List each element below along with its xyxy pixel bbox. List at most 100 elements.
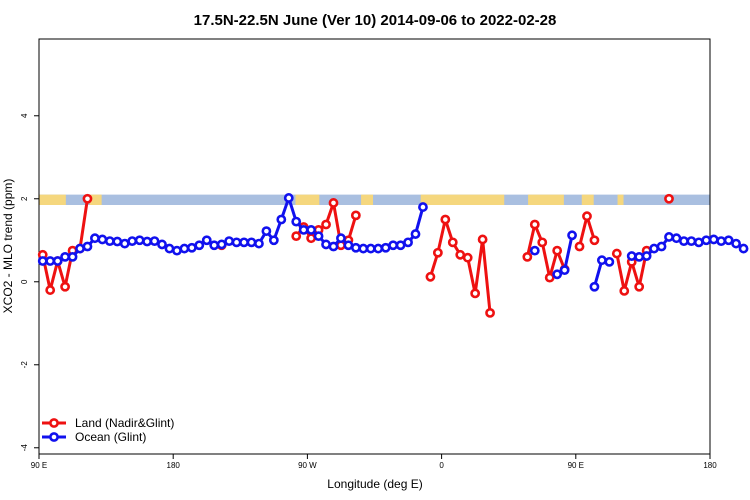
data-point [283,193,294,203]
data-point [462,252,473,263]
data-point [425,271,436,282]
plot-frame [38,38,711,455]
data-point [276,214,287,225]
data-point [358,243,369,254]
legend-label: Land (Nadir&Glint) [75,416,174,430]
data-point [365,243,376,254]
data-point [52,256,63,266]
ocean-band [39,194,710,205]
data-point [723,235,734,246]
land-segment [361,194,374,205]
data-point [172,245,182,256]
chart-title: 17.5N-22.5N June (Ver 10) 2014-09-06 to … [194,12,557,29]
y-tick-label: 2 [20,196,29,201]
y-tick-label: -4 [20,444,29,452]
data-point [738,243,749,254]
data-point [291,216,302,227]
data-point [418,202,428,212]
data-point [313,231,324,242]
data-point [596,255,607,266]
legend: Land (Nadir&Glint)Ocean (Glint) [42,416,174,444]
data-point [432,247,443,258]
data-point [97,234,108,245]
data-point [582,211,592,222]
series-ocean [37,193,749,292]
data-point [388,240,399,251]
data-point [529,245,540,256]
land-segment [528,194,564,205]
data-point [186,242,197,253]
data-point [701,235,712,246]
data-point [104,236,115,247]
data-point [336,233,346,244]
data-point [209,240,220,251]
data-point [380,242,391,253]
data-point [164,243,175,254]
land-segment [89,194,102,205]
series-land [37,193,674,318]
data-point [693,237,704,248]
data-point [731,238,741,249]
data-point [410,229,421,239]
data-point [537,237,548,248]
data-point [119,238,130,249]
data-point [559,265,570,276]
series-layer [37,193,749,318]
data-point [574,241,585,252]
data-point [604,256,615,267]
data-point [343,240,354,251]
data-point [589,281,600,292]
data-point [656,241,667,252]
data-point [37,256,48,266]
data-point [224,236,235,247]
data-point [529,219,540,230]
x-tick-label: 90 E [31,461,47,470]
data-point [708,234,719,245]
data-point [82,241,93,252]
x-tick-label: 90 E [568,461,584,470]
data-point [75,243,85,254]
data-point [589,235,600,246]
y-axis: -4 -2 0 2 4 [20,113,39,451]
y-tick-label: 0 [20,279,29,284]
x-tick-label: 180 [703,461,717,470]
legend-swatch-marker [49,418,59,428]
data-point [328,241,339,252]
x-tick-label: 0 [439,461,444,470]
land-ocean-strip [39,194,710,205]
data-point [328,198,339,208]
data-point [641,251,652,261]
data-point [45,285,56,295]
data-point [254,238,264,249]
data-point [485,307,495,318]
data-point [321,219,331,230]
data-point [231,237,242,248]
data-point [447,237,458,248]
data-point [626,251,637,261]
data-point [440,214,451,225]
data-point [201,235,212,246]
data-point [291,231,302,242]
data-point [112,236,123,247]
data-point [686,236,697,247]
data-point [261,226,272,237]
data-point [470,288,481,299]
data-point [142,236,153,247]
land-segment [39,194,66,205]
data-point [350,242,361,253]
data-point [306,233,317,244]
data-point [149,236,160,247]
data-point [403,237,413,248]
y-tick-label: 4 [20,113,29,118]
data-point [634,281,645,292]
data-point [216,239,227,250]
data-point [194,240,205,251]
legend-swatch-marker [49,432,59,442]
series-line [428,218,492,314]
data-point [477,234,488,245]
data-point [373,243,384,254]
data-point [671,233,682,244]
land-segment [581,194,594,205]
land-segment [295,194,320,205]
